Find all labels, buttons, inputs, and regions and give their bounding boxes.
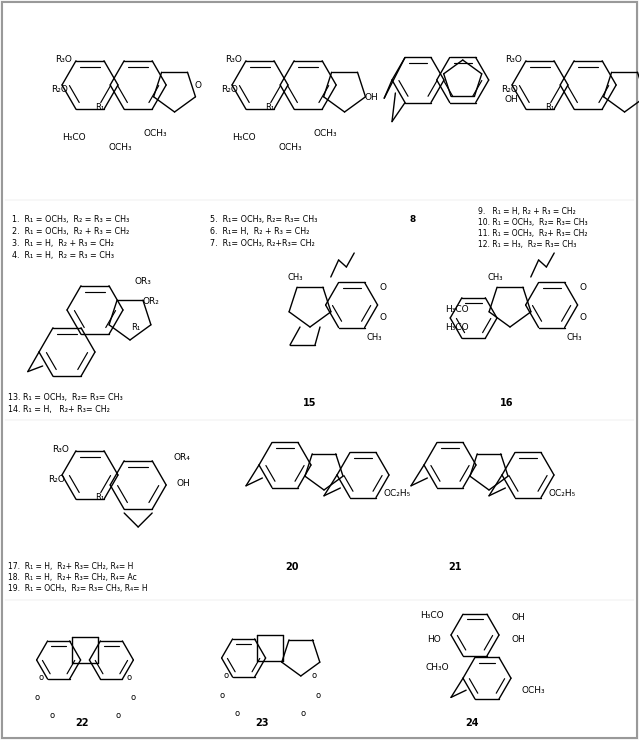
Text: 10. R₁ = OCH₃,  R₂= R₃= CH₃: 10. R₁ = OCH₃, R₂= R₃= CH₃ xyxy=(478,218,588,227)
Text: OR₂: OR₂ xyxy=(142,297,160,306)
Text: CH₃: CH₃ xyxy=(488,272,504,281)
Text: 14. R₁ = H,   R₂+ R₃= CH₂: 14. R₁ = H, R₂+ R₃= CH₂ xyxy=(8,405,110,414)
Text: O: O xyxy=(580,283,587,292)
Text: CH₃: CH₃ xyxy=(567,332,582,341)
Text: o: o xyxy=(49,710,54,719)
Text: H₃CO: H₃CO xyxy=(232,132,256,141)
Text: 21: 21 xyxy=(448,562,461,572)
Text: OH: OH xyxy=(504,95,518,104)
Text: 8: 8 xyxy=(410,215,416,224)
Text: 3.  R₁ = H,  R₂ + R₃ = CH₂: 3. R₁ = H, R₂ + R₃ = CH₂ xyxy=(12,239,114,248)
Text: R₁: R₁ xyxy=(132,323,141,332)
Text: OCH₃: OCH₃ xyxy=(143,129,167,138)
Text: H₃CO: H₃CO xyxy=(62,132,86,141)
Text: o: o xyxy=(131,693,136,702)
Text: R₃O: R₃O xyxy=(505,55,522,64)
Text: OCH₃: OCH₃ xyxy=(313,129,337,138)
Text: o: o xyxy=(34,693,39,702)
Text: CH₃O: CH₃O xyxy=(425,662,449,671)
Text: H₃CO: H₃CO xyxy=(420,610,443,619)
Text: 6.  R₁= H,  R₂ + R₃ = CH₂: 6. R₁= H, R₂ + R₃ = CH₂ xyxy=(210,227,309,236)
Text: O: O xyxy=(194,81,201,90)
Text: CH₃: CH₃ xyxy=(367,332,382,341)
Text: OH: OH xyxy=(511,636,525,645)
Text: 4.  R₁ = H,  R₂ = R₃ = CH₃: 4. R₁ = H, R₂ = R₃ = CH₃ xyxy=(12,251,114,260)
Text: OH: OH xyxy=(176,479,190,488)
Text: o: o xyxy=(311,671,316,681)
Text: O: O xyxy=(580,312,587,321)
Text: 20: 20 xyxy=(285,562,298,572)
Text: 7.  R₁= OCH₃, R₂+R₃= CH₂: 7. R₁= OCH₃, R₂+R₃= CH₂ xyxy=(210,239,315,248)
Text: OCH₃: OCH₃ xyxy=(521,686,544,695)
Text: R₃O: R₃O xyxy=(55,55,72,64)
Text: 12. R₁ = H₃,  R₂= R₃= CH₃: 12. R₁ = H₃, R₂= R₃= CH₃ xyxy=(478,240,576,249)
Text: 13. R₁ = OCH₃,  R₂= R₃= CH₃: 13. R₁ = OCH₃, R₂= R₃= CH₃ xyxy=(8,393,123,402)
Text: OC₂H₅: OC₂H₅ xyxy=(549,488,576,497)
Text: o: o xyxy=(316,691,321,701)
Text: o: o xyxy=(127,673,132,682)
Text: o: o xyxy=(219,691,224,701)
Text: R₁: R₁ xyxy=(95,103,104,112)
Text: OH: OH xyxy=(365,93,378,103)
Text: 19.  R₁ = OCH₃,  R₂= R₃= CH₃, R₄= H: 19. R₁ = OCH₃, R₂= R₃= CH₃, R₄= H xyxy=(8,584,148,593)
Text: 2.  R₁ = OCH₃,  R₂ + R₃ = CH₂: 2. R₁ = OCH₃, R₂ + R₃ = CH₂ xyxy=(12,227,129,236)
Text: OR₄: OR₄ xyxy=(173,452,190,462)
Text: 5.  R₁= OCH₃, R₂= R₃= CH₃: 5. R₁= OCH₃, R₂= R₃= CH₃ xyxy=(210,215,318,224)
Text: 15: 15 xyxy=(303,398,316,408)
Text: 22: 22 xyxy=(75,718,88,728)
Text: 11. R₁ = OCH₃,  R₂+ R₃= CH₂: 11. R₁ = OCH₃, R₂+ R₃= CH₂ xyxy=(478,229,587,238)
Text: 16: 16 xyxy=(500,398,514,408)
Text: R₃O: R₃O xyxy=(225,55,242,64)
Text: R₂O: R₂O xyxy=(51,86,68,95)
Text: R₁: R₁ xyxy=(95,493,104,502)
Text: OCH₃: OCH₃ xyxy=(109,144,132,152)
Text: 23: 23 xyxy=(255,718,268,728)
Text: 18.  R₁ = H,  R₂+ R₃= CH₂, R₄= Ac: 18. R₁ = H, R₂+ R₃= CH₂, R₄= Ac xyxy=(8,573,137,582)
Text: OC₂H₅: OC₂H₅ xyxy=(384,488,411,497)
Text: R₂O: R₂O xyxy=(501,86,518,95)
Text: HO: HO xyxy=(427,636,441,645)
Text: R₁: R₁ xyxy=(545,103,554,112)
Text: R₃O: R₃O xyxy=(52,445,69,454)
Text: OH: OH xyxy=(511,613,525,622)
Text: o: o xyxy=(300,708,305,718)
Text: o: o xyxy=(235,708,240,718)
Text: H₃CO: H₃CO xyxy=(445,323,468,332)
Text: R₁: R₁ xyxy=(265,103,274,112)
Text: H₃CO: H₃CO xyxy=(445,306,468,314)
Text: o: o xyxy=(38,673,43,682)
Text: OR₃: OR₃ xyxy=(134,278,151,286)
Text: o: o xyxy=(224,671,229,681)
Text: o: o xyxy=(116,710,121,719)
Text: 17.  R₁ = H,  R₂+ R₃= CH₂, R₄= H: 17. R₁ = H, R₂+ R₃= CH₂, R₄= H xyxy=(8,562,134,571)
Text: R₂O: R₂O xyxy=(48,476,65,485)
Text: O: O xyxy=(380,312,387,321)
Text: 24: 24 xyxy=(465,718,479,728)
Text: OCH₃: OCH₃ xyxy=(279,144,302,152)
Text: R₂O: R₂O xyxy=(221,86,238,95)
Text: O: O xyxy=(380,283,387,292)
Text: 9.   R₁ = H, R₂ + R₃ = CH₂: 9. R₁ = H, R₂ + R₃ = CH₂ xyxy=(478,207,576,216)
Text: 1.  R₁ = OCH₃,  R₂ = R₃ = CH₃: 1. R₁ = OCH₃, R₂ = R₃ = CH₃ xyxy=(12,215,129,224)
Text: CH₃: CH₃ xyxy=(288,272,304,281)
